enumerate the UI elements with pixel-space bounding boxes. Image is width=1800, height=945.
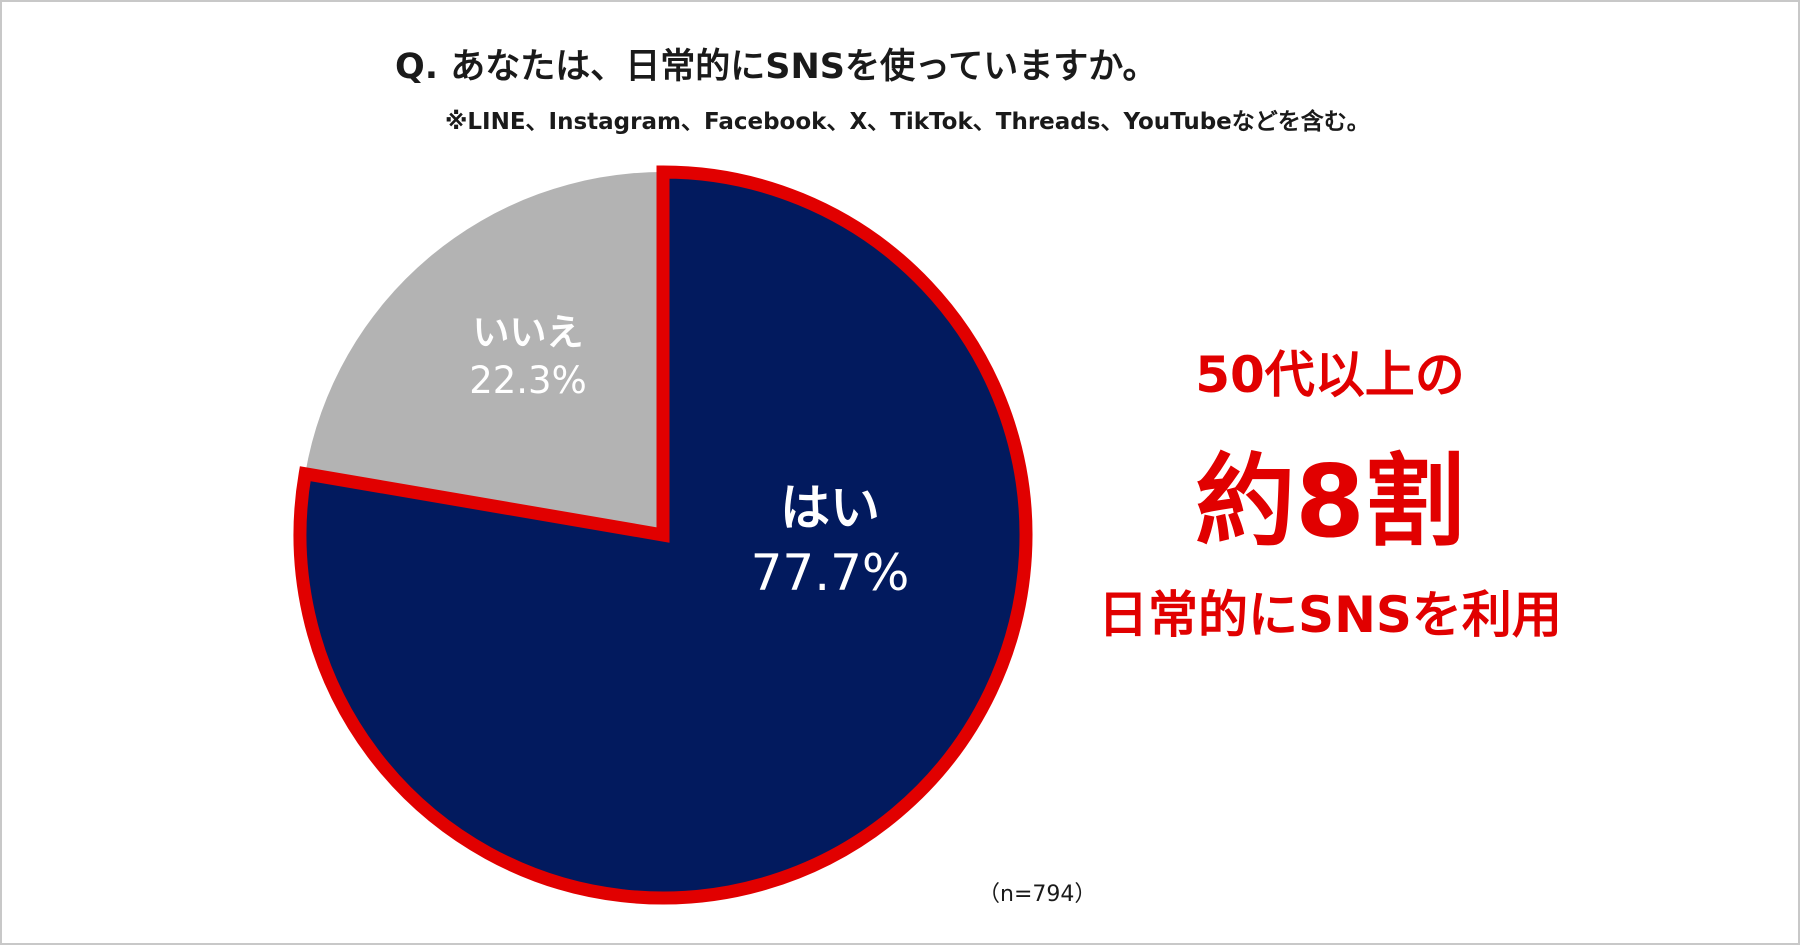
chart-title: Q. あなたは、日常的にSNSを使っていますか。 [395, 47, 1158, 87]
slice-value-no: 22.3% [469, 359, 587, 402]
callout-line-2: 約8割 [1195, 443, 1465, 560]
pie-slice-no [305, 172, 663, 535]
callout-line-1: 50代以上の [1195, 346, 1465, 404]
slice-label-no: いいえ [473, 311, 584, 354]
slice-label-yes: はい [780, 479, 880, 537]
slice-value-yes: 77.7% [751, 544, 910, 602]
pie-slice-yes [293, 165, 1033, 905]
sample-size-note: （n=794） [978, 882, 1097, 907]
callout-line-3: 日常的にSNSを利用 [1098, 586, 1562, 644]
chart-subtitle: ※LINE、Instagram、Facebook、X、TikTok、Thread… [445, 109, 1370, 135]
